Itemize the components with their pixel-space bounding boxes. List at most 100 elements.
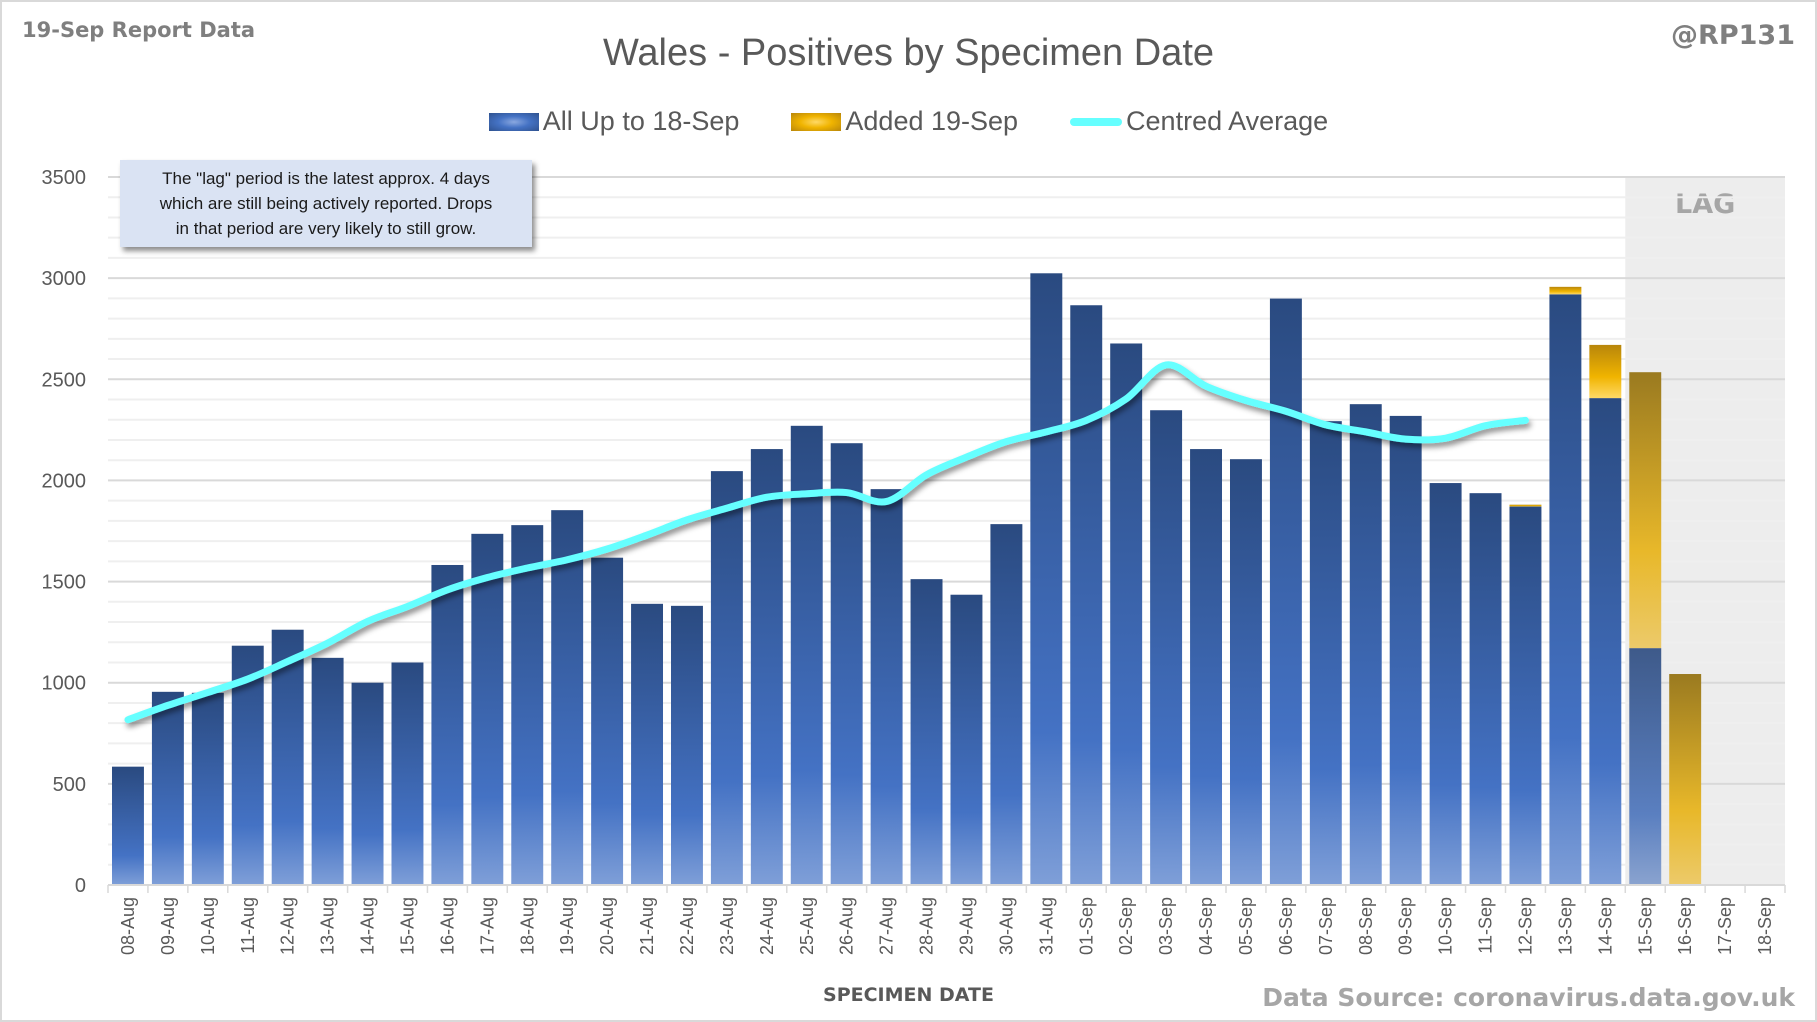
- x-tick-label: 02-Sep: [1116, 897, 1136, 955]
- x-tick-label: 18-Aug: [517, 897, 537, 955]
- x-tick-label: 10-Aug: [198, 897, 218, 955]
- x-tick-label: 21-Aug: [637, 897, 657, 955]
- x-tick-label: 03-Sep: [1156, 897, 1176, 955]
- bar-base: [830, 443, 863, 885]
- bar-base: [511, 525, 544, 885]
- report-date-label: 19-Sep Report Data: [22, 18, 256, 42]
- bar-base: [631, 603, 664, 885]
- x-tick-label: 30-Aug: [996, 897, 1016, 955]
- x-tick-label: 13-Sep: [1555, 897, 1575, 955]
- bar-base: [950, 594, 983, 885]
- legend-label-added: Added 19-Sep: [845, 106, 1019, 136]
- bar-added: [1589, 344, 1622, 399]
- y-tick-label: 2500: [42, 369, 87, 391]
- y-tick-label: 2000: [42, 470, 87, 492]
- bar-base: [1269, 298, 1302, 885]
- x-tick-label: 29-Aug: [956, 897, 976, 955]
- x-tick-label: 11-Sep: [1476, 897, 1496, 954]
- bar-base: [790, 425, 823, 885]
- y-tick-label: 500: [53, 774, 86, 796]
- x-tick-label: 08-Aug: [118, 897, 138, 955]
- x-tick-label: 22-Aug: [677, 897, 697, 955]
- legend-label-base: All Up to 18-Sep: [542, 106, 740, 136]
- bar-base: [471, 533, 504, 885]
- x-tick-label: 28-Aug: [917, 897, 937, 955]
- bar-base: [1349, 404, 1382, 885]
- bar-base: [750, 449, 783, 885]
- annotation-line: in that period are very likely to still …: [175, 219, 477, 238]
- x-tick-label: 15-Sep: [1635, 897, 1655, 955]
- legend-swatch-added: [791, 112, 842, 131]
- x-tick-label: 24-Aug: [757, 897, 777, 955]
- legend-item-added: Added 19-Sep: [791, 106, 1018, 137]
- bar-base: [910, 579, 943, 885]
- bar-base: [1549, 294, 1582, 886]
- x-tick-label: 11-Aug: [238, 897, 258, 954]
- bar-base: [990, 524, 1023, 885]
- y-tick-label: 0: [75, 875, 86, 897]
- bar-base: [271, 629, 304, 885]
- lag-region-label: LAG: [1675, 189, 1735, 220]
- bar-base: [710, 471, 743, 885]
- annotation-line: The "lag" period is the latest approx. 4…: [162, 169, 490, 188]
- bar-added: [1549, 286, 1582, 295]
- x-tick-label: 23-Aug: [717, 897, 737, 955]
- x-tick-label: 16-Sep: [1675, 897, 1695, 955]
- x-tick-label: 12-Sep: [1515, 897, 1535, 955]
- bar-base: [391, 662, 424, 885]
- x-tick-label: 17-Sep: [1715, 897, 1735, 955]
- x-tick-label: 08-Sep: [1356, 897, 1376, 955]
- x-tick-label: 09-Aug: [158, 897, 178, 955]
- x-tick-label: 10-Sep: [1436, 897, 1456, 955]
- bar-base: [431, 564, 464, 885]
- x-tick-label: 15-Aug: [397, 897, 417, 955]
- bar-base: [191, 692, 224, 885]
- bar-base: [591, 557, 624, 885]
- x-tick-label: 01-Sep: [1076, 897, 1096, 955]
- bar-base: [1110, 343, 1143, 885]
- x-tick-label: 13-Aug: [318, 897, 338, 955]
- x-tick-label: 18-Sep: [1755, 897, 1775, 955]
- annotation-line: which are still being actively reported.…: [159, 194, 493, 213]
- bar-base: [1030, 273, 1063, 886]
- y-tick-label: 1500: [42, 572, 87, 594]
- legend: All Up to 18-Sep Added 19-Sep Centred Av…: [0, 106, 1817, 137]
- bar-added: [1669, 674, 1702, 885]
- legend-label-average: Centred Average: [1126, 106, 1329, 136]
- bar-base: [1469, 493, 1502, 885]
- x-tick-label: 06-Sep: [1276, 897, 1296, 955]
- x-tick-label: 17-Aug: [477, 897, 497, 955]
- x-tick-label: 05-Sep: [1236, 897, 1256, 955]
- bar-base: [1429, 483, 1462, 885]
- x-tick-label: 25-Aug: [797, 897, 817, 955]
- bar-base: [111, 766, 144, 885]
- x-tick-label: 27-Aug: [877, 897, 897, 955]
- legend-swatch-average: [1070, 117, 1123, 126]
- bar-added: [1629, 372, 1662, 649]
- x-tick-label: 04-Sep: [1196, 897, 1216, 955]
- x-tick-label: 14-Sep: [1595, 897, 1615, 955]
- x-tick-label: 12-Aug: [278, 897, 298, 955]
- x-axis-title: SPECIMEN DATE: [823, 984, 994, 1006]
- bar-base: [870, 489, 903, 885]
- bar-base: [670, 605, 703, 885]
- author-handle: @RP131: [1671, 20, 1795, 51]
- x-tick-label: 09-Sep: [1396, 897, 1416, 955]
- x-tick-label: 07-Sep: [1316, 897, 1336, 955]
- bar-base: [1629, 648, 1662, 885]
- bar-base: [311, 657, 344, 885]
- y-tick-label: 3000: [42, 268, 87, 290]
- bar-base: [1229, 459, 1262, 885]
- centred-average-line: [124, 361, 1529, 724]
- bar-base: [1509, 506, 1542, 885]
- bar-added: [1509, 504, 1542, 507]
- bar-base: [1389, 415, 1422, 885]
- bar-base: [1309, 421, 1342, 885]
- lag-annotation-box: The "lag" period is the latest approx. 4…: [120, 160, 532, 247]
- legend-item-base: All Up to 18-Sep: [488, 106, 740, 137]
- x-tick-label: 26-Aug: [837, 897, 857, 955]
- bar-base: [1190, 449, 1223, 885]
- chart-title: Wales - Positives by Specimen Date: [602, 32, 1215, 74]
- data-source-note: Data Source: coronavirus.data.gov.uk: [1262, 983, 1795, 1012]
